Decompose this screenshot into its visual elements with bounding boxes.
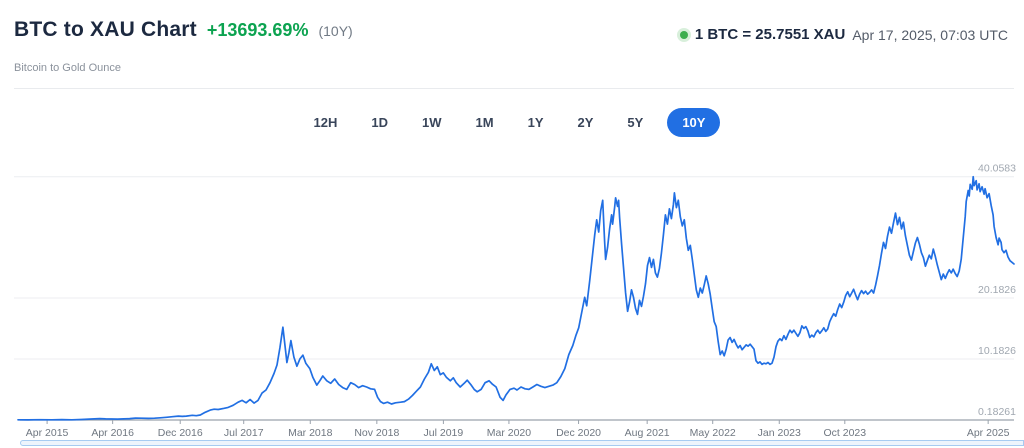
range-button-12h[interactable]: 12H [304, 109, 348, 136]
y-axis-label: 0.18261 [978, 406, 1016, 418]
y-axis-label: 10.1826 [978, 345, 1016, 357]
range-button-2y[interactable]: 2Y [568, 109, 604, 136]
live-price-block: 1 BTC = 25.7551 XAU Apr 17, 2025, 07:03 … [679, 26, 1008, 43]
price-line-series [17, 175, 1015, 421]
price-chart[interactable]: 40.0583 20.1826 10.1826 0.18261 Apr 2015 Apr … [0, 150, 1024, 440]
range-button-5y[interactable]: 5Y [617, 109, 653, 136]
x-axis-label: Mar 2020 [487, 427, 532, 439]
x-axis-label: Jul 2019 [424, 427, 464, 439]
page-title: BTC to XAU Chart [14, 18, 197, 41]
x-axis-label: Dec 2020 [556, 427, 601, 439]
chart-header: BTC to XAU Chart +13693.69% (10Y) [14, 18, 353, 42]
x-axis-label: Jan 2023 [758, 427, 801, 439]
change-percent: +13693.69% [206, 20, 309, 40]
x-axis-label: Apr 2015 [26, 427, 69, 439]
live-price-dot-icon [679, 30, 688, 39]
x-axis-label: Dec 2016 [158, 427, 203, 439]
range-button-1d[interactable]: 1D [361, 109, 398, 136]
x-axis-label: Oct 2023 [823, 427, 866, 439]
chart-range-scrollbar[interactable] [20, 440, 1024, 446]
y-axis-label: 40.0583 [978, 163, 1016, 175]
current-price: 1 BTC = 25.7551 XAU [694, 26, 846, 43]
x-axis-label: May 2022 [690, 427, 736, 439]
price-timestamp: Apr 17, 2025, 07:03 UTC [852, 26, 1008, 43]
y-axis-label: 20.1826 [978, 284, 1016, 296]
x-axis-label: Aug 2021 [625, 427, 670, 439]
x-axis-label: Apr 2016 [91, 427, 134, 439]
page-subtitle: Bitcoin to Gold Ounce [14, 62, 122, 74]
change-period-label: (10Y) [318, 23, 353, 39]
range-button-1w[interactable]: 1W [412, 109, 452, 136]
x-axis-label: Mar 2018 [288, 427, 333, 439]
x-axis-label: Nov 2018 [354, 427, 399, 439]
range-button-1m[interactable]: 1M [466, 109, 504, 136]
x-axis-label: Jul 2017 [224, 427, 264, 439]
x-axis-label: Apr 2025 [967, 427, 1010, 439]
range-selector: 12H 1D 1W 1M 1Y 2Y 5Y 10Y [0, 108, 1024, 137]
header-divider [14, 88, 1014, 89]
range-button-10y[interactable]: 10Y [667, 108, 721, 137]
range-button-1y[interactable]: 1Y [518, 109, 554, 136]
